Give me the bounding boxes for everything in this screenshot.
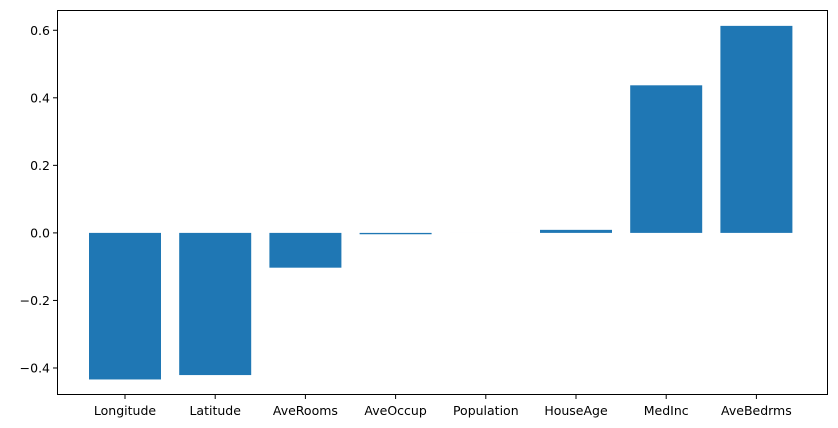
bars-layer (89, 25, 793, 380)
bar-longitude (89, 232, 161, 380)
y-tick-label: −0.2 (20, 293, 50, 308)
bar-averooms (269, 232, 342, 268)
x-tick-label: MedInc (644, 403, 689, 418)
x-tick-label: Population (453, 403, 519, 418)
bar-aveoccup (359, 232, 432, 235)
x-tick-label: AveBedrms (721, 403, 792, 418)
x-tick-label: HouseAge (544, 403, 608, 418)
bar-avebedrms (720, 25, 793, 233)
y-axis: −0.4 −0.2 0.0 0.2 0.4 0.6 (20, 23, 57, 375)
y-tick-label: 0.4 (30, 90, 50, 105)
bar-latitude (179, 232, 252, 376)
plot-frame (57, 10, 828, 395)
bar-medinc (630, 85, 703, 233)
y-tick-label: 0.6 (30, 23, 50, 38)
bar-houseage (540, 229, 612, 233)
x-tick-label: Latitude (189, 403, 241, 418)
y-tick-label: 0.0 (30, 225, 50, 240)
x-axis: Longitude Latitude AveRooms AveOccup Populat… (94, 395, 792, 418)
y-tick-label: −0.4 (20, 360, 50, 375)
x-tick-label: AveRooms (273, 403, 338, 418)
y-tick-label: 0.2 (30, 158, 50, 173)
x-tick-label: AveOccup (364, 403, 426, 418)
x-tick-label: Longitude (94, 403, 156, 418)
